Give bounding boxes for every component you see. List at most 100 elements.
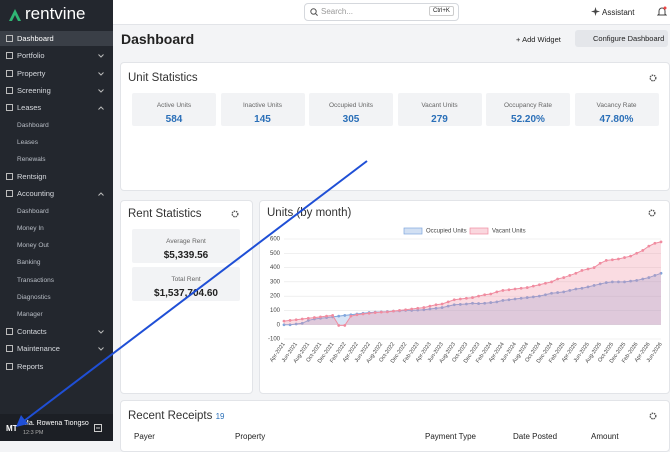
submenu-item[interactable]: Dashboard [0, 118, 113, 133]
point [525, 286, 529, 289]
column-header: Amount [591, 432, 619, 441]
point [598, 282, 602, 286]
assistant-button[interactable]: Assistant [602, 8, 635, 17]
submenu-label: Renewals [17, 155, 46, 163]
point [379, 310, 383, 314]
stat-value: 52.20% [511, 114, 545, 125]
stat-tile: Vacancy Rate 47.80% [574, 93, 659, 126]
point [580, 269, 584, 272]
point [440, 306, 444, 309]
point [404, 308, 408, 312]
configure-button[interactable]: Configure Dashboard [575, 30, 668, 47]
point [550, 291, 553, 295]
menu-item[interactable]: Property [0, 66, 113, 81]
point [574, 271, 578, 275]
point [349, 314, 353, 318]
point [361, 312, 365, 316]
point [410, 307, 414, 311]
legend-label: Occupied Units [426, 229, 467, 235]
point [653, 241, 657, 245]
chevron [98, 106, 104, 111]
menu-item[interactable]: Dashboard [0, 31, 113, 46]
logout-icon[interactable] [94, 424, 102, 432]
point [452, 298, 456, 302]
point [446, 300, 450, 304]
settings-icon[interactable] [648, 209, 656, 217]
point [325, 314, 328, 318]
point [501, 289, 505, 292]
user-time: 12:3 PM [23, 430, 44, 436]
menu-label: Property [17, 68, 46, 78]
point [373, 311, 377, 314]
point [343, 324, 347, 327]
search-icon [310, 8, 318, 16]
menu-icon [6, 362, 13, 370]
point [586, 267, 590, 271]
point [537, 294, 541, 298]
point [550, 280, 553, 284]
chevron [98, 71, 104, 76]
menu-item[interactable]: Leases [0, 100, 113, 115]
point [519, 286, 523, 290]
point [507, 288, 511, 292]
menu-item[interactable]: Screening [0, 83, 113, 98]
settings-icon[interactable] [649, 74, 657, 82]
menu-label: Dashboard [17, 34, 54, 43]
point [452, 303, 456, 307]
point [282, 319, 286, 323]
submenu-item[interactable]: Leases [0, 135, 113, 150]
point [592, 284, 596, 287]
point [544, 293, 547, 297]
stat-label: Occupied Units [328, 102, 374, 109]
point [568, 289, 572, 292]
point [647, 244, 651, 248]
point [385, 310, 389, 314]
column-header: Date Posted [513, 432, 558, 441]
add-widget-button[interactable]: + Add Widget [516, 35, 561, 44]
point [641, 249, 645, 252]
menu-label: Leases [17, 103, 42, 113]
chart-title: Units (by month) [267, 207, 352, 219]
menu-item[interactable]: Portfolio [0, 48, 113, 63]
y-tick-label: 100 [270, 308, 281, 314]
point [465, 296, 468, 300]
point [477, 302, 480, 305]
point [434, 306, 438, 310]
column-header: Payment Type [425, 432, 476, 441]
point [544, 281, 547, 285]
point [458, 303, 462, 306]
submenu-label: Dashboard [17, 121, 49, 129]
receipts-card: Recent Receipts 19 Payer Property Payment … [120, 400, 670, 452]
menu-icon [6, 190, 13, 198]
search-placeholder: Search... [321, 7, 354, 16]
stat-tile: Inactive Units 145 [220, 93, 305, 126]
point [531, 284, 535, 288]
settings-icon[interactable] [649, 412, 657, 420]
point [434, 303, 438, 307]
point [617, 280, 620, 284]
point [367, 311, 371, 315]
search-box[interactable]: Search... Ctrl+K [304, 3, 459, 21]
stat-tile: Vacant Units 279 [397, 93, 482, 126]
menu-icon [6, 345, 13, 353]
point [471, 301, 474, 305]
point [586, 285, 590, 289]
point [537, 283, 541, 287]
point [306, 316, 310, 320]
point [647, 276, 651, 279]
point [653, 274, 657, 277]
stat-tile: Active Units 584 [132, 93, 216, 126]
point [513, 297, 517, 301]
submenu-item[interactable]: Renewals [0, 152, 113, 167]
notification-icon[interactable] [657, 6, 667, 17]
shortcut: Ctrl+K [429, 6, 454, 16]
point [331, 314, 335, 317]
user-name: Ma. Rowena Tiongso [23, 420, 89, 427]
point [568, 274, 572, 277]
legend-swatch [469, 227, 489, 235]
point [635, 251, 639, 255]
chart: Units (by month) -100 0 100 200 300 400 500 600… [267, 207, 664, 364]
point [440, 302, 444, 306]
stat-tile: Occupancy Rate 52.20% [486, 93, 570, 126]
point [483, 301, 487, 305]
